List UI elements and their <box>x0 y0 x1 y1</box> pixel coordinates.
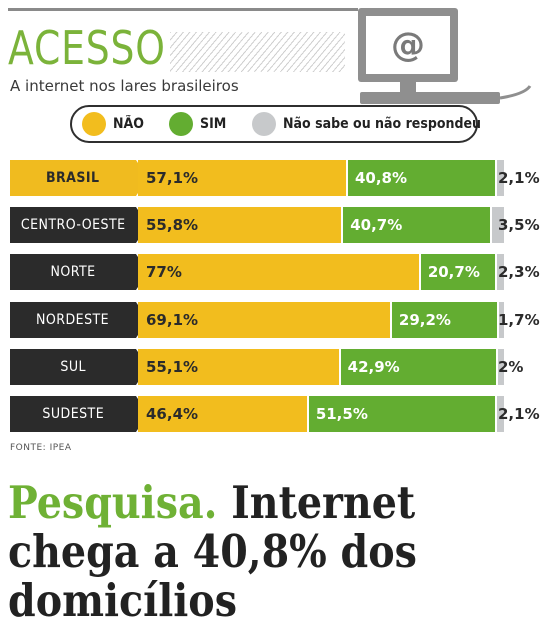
category-label-text: SUDESTE <box>42 406 104 422</box>
bar-norte-ns <box>495 254 504 290</box>
bar-separator <box>495 396 498 432</box>
data-label-norte-nao: 77% <box>146 263 182 281</box>
data-label-centro-oeste-nao: 55,8% <box>146 216 199 234</box>
legend-swatch-nao-sabe <box>251 112 276 136</box>
top-rule <box>8 8 358 11</box>
bar-sudeste-ns <box>496 396 504 432</box>
data-label-sul-nao: 55,1% <box>146 358 199 376</box>
category-label-brasil: BRASIL <box>10 160 148 196</box>
bar-sudeste-nao <box>138 396 308 432</box>
title-hatch-decoration <box>170 32 345 72</box>
data-label-sul-sim: 42,9% <box>347 358 400 376</box>
section-title: ACESSO <box>8 21 166 75</box>
bar-separator <box>341 207 344 243</box>
category-label-text: BRASIL <box>46 170 100 186</box>
legend-item-sim: SIM <box>169 112 229 136</box>
category-label-text: NORTE <box>50 264 96 280</box>
data-label-sudeste-sim: 51,5% <box>315 405 368 423</box>
bar-sul-sim <box>339 349 497 385</box>
computer-monitor-icon: @ <box>358 8 532 104</box>
data-label-sudeste-nao: 46,4% <box>146 405 199 423</box>
stacked-bar-chart: BRASIL 57,1% 40,8% 2,1% CENTRO-OESTE 55,8% 40,… <box>10 160 540 432</box>
category-label-text: CENTRO-OESTE <box>20 217 126 233</box>
bar-separator <box>345 160 348 196</box>
data-label-brasil-nao: 57,1% <box>146 169 199 187</box>
data-label-centro-oeste-ns: 3,5% <box>498 216 540 234</box>
bar-nordeste-ns <box>497 302 504 338</box>
bar-norte-sim <box>419 254 496 290</box>
at-sign-icon: @ <box>391 25 425 65</box>
legend-label-sim: SIM <box>200 116 227 132</box>
source-note: FONTE: IPEA <box>10 443 72 453</box>
data-label-brasil-sim: 40,8% <box>354 169 408 187</box>
chart-subtitle: A internet nos lares brasileiros <box>10 77 239 95</box>
bar-sudeste-sim <box>307 396 497 432</box>
headline: Pesquisa. Internet chega a 40,8% dos dom… <box>8 478 518 625</box>
bar-separator <box>338 349 341 385</box>
data-label-nordeste-sim: 29,2% <box>398 311 451 329</box>
category-label-sul: SUL <box>10 349 148 385</box>
bar-separator <box>306 396 309 432</box>
bar-nordeste-sim <box>390 302 498 338</box>
bar-sul-ns <box>496 349 504 385</box>
data-label-sudeste-ns: 2,1% <box>498 405 540 423</box>
bar-separator <box>495 160 498 196</box>
data-label-centro-oeste-sim: 40,7% <box>350 216 403 234</box>
bar-norte-nao <box>138 254 420 290</box>
data-label-brasil-ns: 2,1% <box>498 169 540 187</box>
bar-brasil-ns <box>496 160 504 196</box>
data-label-norte-ns: 2,3% <box>498 263 540 281</box>
bar-nordeste-nao <box>138 302 391 338</box>
bar-separator <box>389 302 392 338</box>
data-label-nordeste-nao: 69,1% <box>146 311 199 329</box>
category-label-text: NORDESTE <box>36 312 110 328</box>
data-label-nordeste-ns: 1,7% <box>498 311 540 329</box>
data-label-sul-ns: 2% <box>498 358 524 376</box>
legend-label-nao: NÃO <box>113 116 145 132</box>
bar-sul-nao <box>138 349 340 385</box>
bar-brasil-sim <box>346 160 497 196</box>
bar-brasil-nao <box>138 160 347 196</box>
data-label-norte-sim: 20,7% <box>427 263 480 281</box>
bar-separator <box>495 349 498 385</box>
bar-separator <box>418 254 421 290</box>
category-label-centro-oeste: CENTRO-OESTE <box>10 207 148 243</box>
bar-separator <box>490 207 493 243</box>
bar-centro-oeste-ns <box>491 207 504 243</box>
category-label-norte: NORTE <box>10 254 148 290</box>
legend-item-nao-sabe: Não sabe ou não respondeu <box>251 112 503 136</box>
category-label-text: SUL <box>60 359 86 375</box>
legend-swatch-sim <box>169 112 194 136</box>
legend-swatch-nao <box>82 112 106 136</box>
bar-centro-oeste-sim <box>342 207 492 243</box>
bar-centro-oeste-nao <box>138 207 343 243</box>
headline-lead: Pesquisa. <box>8 476 218 529</box>
legend-item-nao: NÃO <box>82 112 147 136</box>
legend-label-nao-sabe: Não sabe ou não respondeu <box>282 116 481 132</box>
chart-legend: NÃO SIM Não sabe ou não respondeu <box>70 105 481 143</box>
bar-separator <box>494 254 497 290</box>
category-label-nordeste: NORDESTE <box>10 302 148 338</box>
bar-separator <box>496 302 499 338</box>
category-label-sudeste: SUDESTE <box>10 396 148 432</box>
